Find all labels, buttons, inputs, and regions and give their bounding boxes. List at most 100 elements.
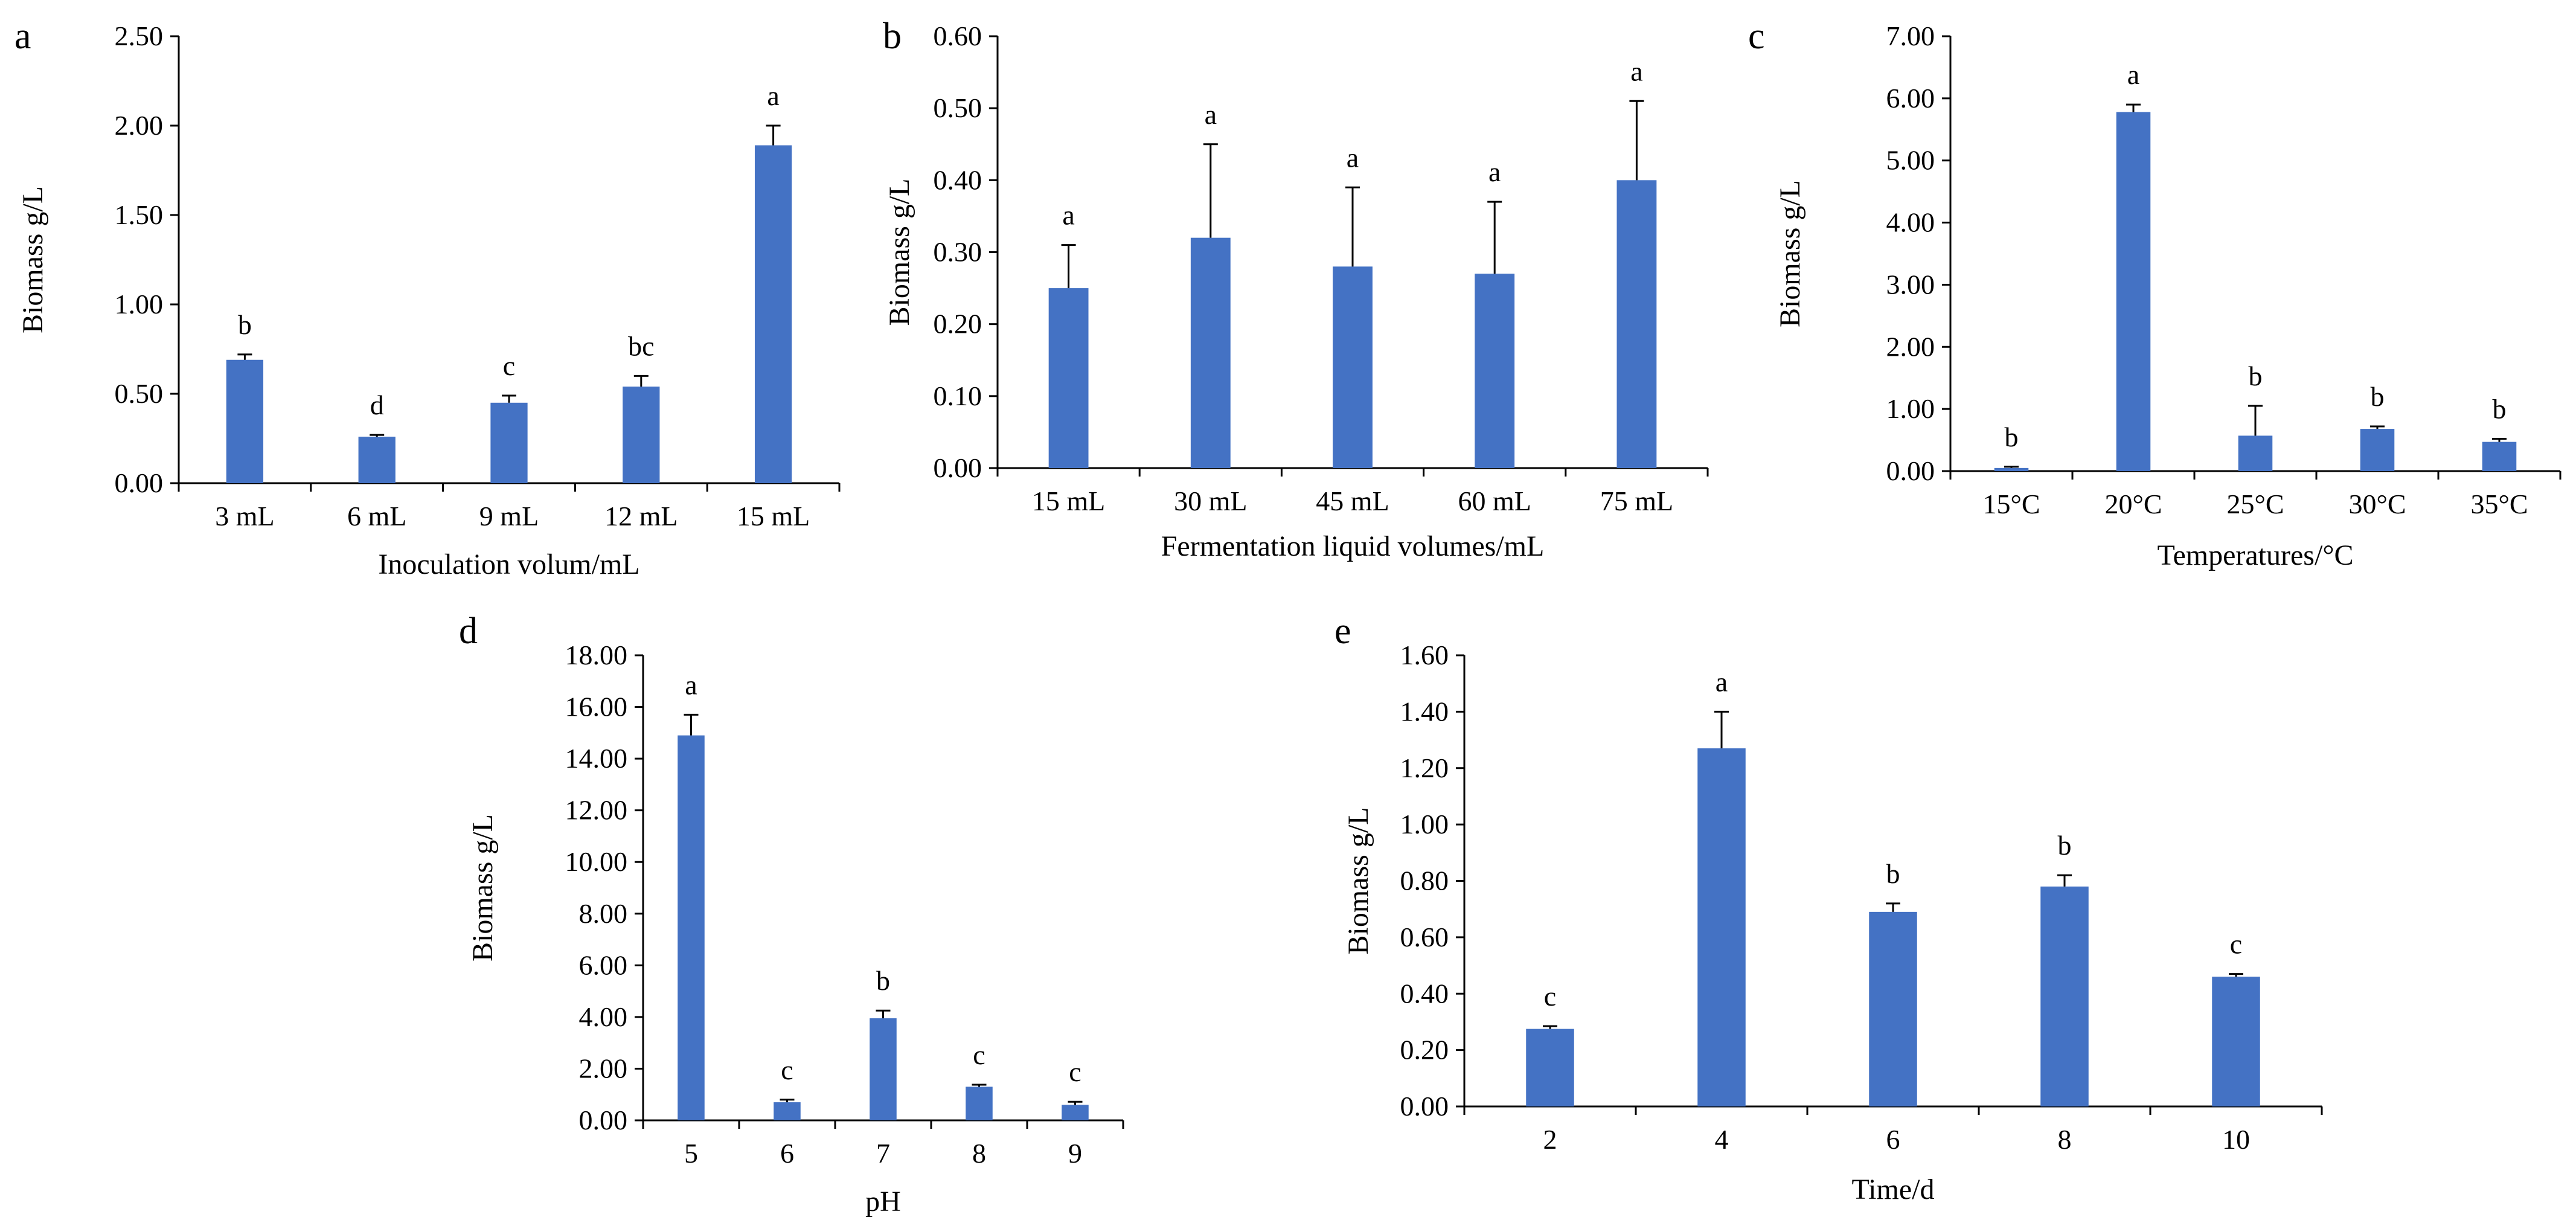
x-tick-label: 45 mL: [1316, 486, 1389, 516]
significance-label: c: [1544, 981, 1556, 1012]
bar: [1869, 911, 1917, 1106]
bar: [1616, 180, 1657, 468]
x-tick-label: 4: [1715, 1124, 1729, 1155]
panel-letter: e: [1334, 611, 1351, 652]
chart-panel-e: e 0.00 0.20 0.40 0.60 0.80 1.00 1.20 1.40 1.60 c 2 a…: [1334, 611, 2323, 1206]
significance-label: b: [2058, 830, 2072, 861]
y-tick-label: 2.50: [115, 21, 164, 51]
significance-label: bc: [628, 330, 654, 361]
x-tick-label: 10: [2222, 1124, 2250, 1155]
x-tick-label: 20°C: [2104, 489, 2162, 519]
bar: [754, 145, 792, 483]
y-tick-label: 7.00: [1886, 21, 1935, 51]
significance-label: c: [503, 350, 515, 381]
panel-letter: c: [1748, 16, 1765, 57]
bar: [2116, 112, 2151, 471]
significance-label: b: [2249, 361, 2263, 391]
x-tick-label: 6: [1886, 1124, 1900, 1155]
y-tick-label: 14.00: [565, 743, 628, 774]
x-tick-label: 8: [972, 1138, 986, 1169]
x-tick-label: 9 mL: [479, 501, 539, 531]
chart-panel-b: b 0.00 0.10 0.20 0.30 0.40 0.50 0.60 a 15 mL a 30 m…: [883, 16, 1709, 562]
y-tick-label: 2.00: [579, 1053, 628, 1084]
significance-label: a: [685, 669, 697, 700]
bar: [1475, 274, 1515, 468]
bar: [2482, 441, 2517, 471]
significance-label: b: [2371, 381, 2385, 412]
y-tick-label: 0.60: [1400, 922, 1449, 952]
y-tick-label: 1.20: [1400, 753, 1449, 783]
chart-panel-d: d 0.00 2.00 4.00 6.00 8.00 10.00 12.00 14.00 16.0…: [459, 611, 1124, 1218]
y-tick-label: 1.50: [115, 199, 164, 230]
bar: [774, 1102, 801, 1120]
y-tick-label: 0.60: [934, 21, 982, 51]
significance-label: a: [1630, 56, 1642, 86]
y-axis-title: Biomass g/L: [883, 178, 915, 326]
y-tick-label: 0.00: [934, 452, 982, 483]
bar: [1697, 748, 1746, 1106]
x-axis-title: pH: [865, 1186, 901, 1218]
significance-label: a: [1716, 666, 1728, 697]
x-tick-label: 30°C: [2348, 489, 2406, 519]
x-tick-label: 15 mL: [737, 501, 810, 531]
x-tick-label: 7: [876, 1138, 890, 1169]
significance-label: a: [1347, 142, 1359, 173]
y-tick-label: 0.10: [934, 380, 982, 411]
y-tick-label: 8.00: [579, 898, 628, 929]
x-tick-label: 75 mL: [1600, 486, 1673, 516]
x-axis-title: Time/d: [1852, 1173, 1935, 1206]
significance-label: b: [2493, 394, 2507, 425]
bar: [870, 1018, 897, 1120]
panel-letter: a: [14, 16, 31, 57]
panel-letter: b: [883, 16, 902, 57]
y-tick-label: 5.00: [1886, 145, 1935, 176]
y-tick-label: 0.00: [579, 1105, 628, 1135]
y-tick-label: 0.00: [1400, 1091, 1449, 1122]
bar: [2040, 886, 2089, 1106]
y-tick-label: 1.00: [115, 289, 164, 319]
significance-label: b: [238, 309, 252, 340]
bar: [1190, 237, 1231, 468]
bar: [678, 735, 705, 1120]
bar: [1048, 288, 1089, 468]
y-tick-label: 0.00: [115, 467, 164, 498]
y-tick-label: 0.50: [934, 92, 982, 123]
significance-label: c: [2230, 929, 2242, 960]
significance-label: c: [973, 1039, 985, 1070]
y-tick-label: 0.20: [1400, 1035, 1449, 1065]
y-axis-title: Biomass g/L: [17, 186, 49, 333]
x-tick-label: 60 mL: [1458, 486, 1531, 516]
bar: [2212, 977, 2260, 1106]
significance-label: c: [1069, 1056, 1081, 1087]
y-tick-label: 0.50: [115, 378, 164, 409]
x-tick-label: 6: [780, 1138, 794, 1169]
y-tick-label: 18.00: [565, 640, 628, 670]
bar: [226, 359, 264, 483]
y-tick-label: 0.40: [934, 164, 982, 195]
chart-panel-a: a 0.00 0.50 1.00 1.50 2.00 2.50 b 3 mL d 6 mL c 9 mL…: [14, 16, 841, 580]
x-tick-label: 30 mL: [1174, 486, 1247, 516]
bar: [490, 402, 528, 483]
significance-label: a: [2127, 59, 2139, 90]
significance-label: a: [767, 80, 779, 111]
significance-label: a: [1062, 200, 1074, 231]
y-tick-label: 4.00: [579, 1001, 628, 1032]
x-tick-label: 2: [1543, 1124, 1557, 1155]
y-tick-label: 0.30: [934, 237, 982, 268]
x-tick-label: 25°C: [2226, 489, 2284, 519]
bar: [1994, 467, 2029, 471]
x-axis-title: Fermentation liquid volumes/mL: [1161, 530, 1545, 562]
y-tick-label: 1.00: [1886, 393, 1935, 424]
x-tick-label: 6 mL: [347, 501, 406, 531]
significance-label: a: [1205, 99, 1217, 130]
y-tick-label: 0.40: [1400, 978, 1449, 1009]
y-tick-label: 10.00: [565, 846, 628, 877]
bar: [2238, 435, 2273, 471]
x-axis-title: Temperatures/°C: [2157, 539, 2353, 571]
y-tick-label: 2.00: [115, 110, 164, 141]
x-tick-label: 3 mL: [215, 501, 274, 531]
bar: [358, 437, 396, 483]
x-axis-title: Inoculation volum/mL: [378, 548, 639, 580]
y-tick-label: 1.00: [1400, 809, 1449, 840]
y-axis-title: Biomass g/L: [1774, 180, 1806, 327]
